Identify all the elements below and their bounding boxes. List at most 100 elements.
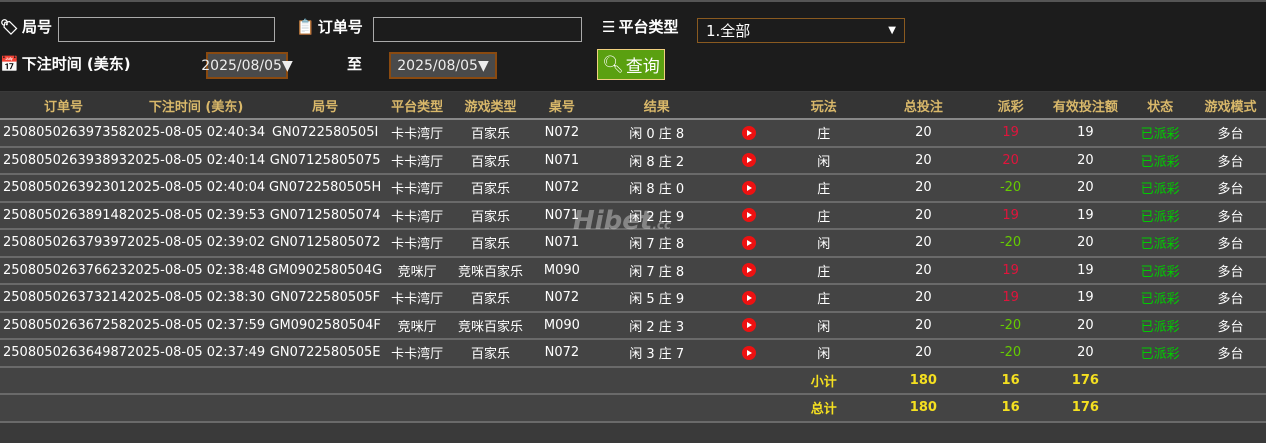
empty-cell bbox=[127, 366, 266, 395]
empty-cell bbox=[1125, 366, 1196, 395]
bet-time-cell: 2025-08-05 02:39:53 bbox=[127, 201, 266, 230]
table-id-cell: N071 bbox=[531, 201, 592, 230]
video-play-icon[interactable] bbox=[741, 235, 756, 250]
payout-cell: -20 bbox=[975, 311, 1046, 340]
video-play-icon[interactable] bbox=[741, 345, 756, 360]
order-id-cell: 250805026373214 bbox=[0, 284, 128, 313]
table-row: 250805026367258 2025-08-05 02:37:59 GM0902… bbox=[0, 311, 1266, 340]
total-bet-cell: 20 bbox=[871, 256, 976, 285]
game-type-cell: 百家乐 bbox=[449, 174, 532, 203]
total-bet-cell: 20 bbox=[871, 284, 976, 313]
empty-cell bbox=[0, 366, 128, 395]
bet-type-cell: 闲 bbox=[776, 229, 872, 258]
table-id-cell: N072 bbox=[531, 174, 592, 203]
column-header: 游戏模式 bbox=[1195, 92, 1266, 120]
subtotal-payout: 16 bbox=[975, 366, 1046, 395]
video-play-icon[interactable] bbox=[741, 290, 756, 305]
search-icon: 🔍︎ bbox=[602, 54, 624, 75]
total-payout: 16 bbox=[975, 394, 1046, 423]
payout-cell: 19 bbox=[975, 119, 1046, 148]
game-mode-cell: 多台 bbox=[1195, 311, 1266, 340]
empty-cell bbox=[1195, 394, 1266, 423]
round-id-cell: GN0722580505I bbox=[265, 119, 386, 148]
game-type-cell: 百家乐 bbox=[449, 339, 532, 368]
result-cell: 闲 2 庄 3 bbox=[591, 311, 722, 340]
total-bet-cell: 20 bbox=[871, 339, 976, 368]
game-mode-cell: 多台 bbox=[1195, 339, 1266, 368]
table-id-cell: N071 bbox=[531, 229, 592, 258]
column-header: 游戏类型 bbox=[449, 92, 532, 120]
game-mode-cell: 多台 bbox=[1195, 146, 1266, 175]
table-row: 250805026392301 2025-08-05 02:40:04 GN0722… bbox=[0, 174, 1266, 203]
bet-time-cell: 2025-08-05 02:40:04 bbox=[127, 174, 266, 203]
empty-cell bbox=[265, 394, 386, 423]
video-play-icon[interactable] bbox=[741, 263, 756, 278]
clipboard-icon: 📋 bbox=[296, 17, 315, 36]
platform-cell: 卡卡湾厅 bbox=[385, 174, 450, 203]
replay-cell bbox=[721, 174, 777, 203]
bet-time-cell: 2025-08-05 02:40:34 bbox=[127, 119, 266, 148]
column-header: 桌号 bbox=[531, 92, 592, 120]
tag-icon: 🏷 bbox=[0, 17, 20, 36]
order-input[interactable] bbox=[373, 17, 582, 42]
bet-type-cell: 闲 bbox=[776, 146, 872, 175]
video-play-icon[interactable] bbox=[741, 318, 756, 333]
column-header: 结果 bbox=[591, 92, 722, 120]
game-mode-cell: 多台 bbox=[1195, 201, 1266, 230]
table-id-cell: N072 bbox=[531, 284, 592, 313]
round-id-cell: GN07125805072 bbox=[265, 229, 386, 258]
result-cell: 闲 7 庄 8 bbox=[591, 229, 722, 258]
platform-select[interactable]: 1.全部 ▼ bbox=[697, 18, 905, 43]
table-row: 250805026373214 2025-08-05 02:38:30 GN0722… bbox=[0, 284, 1266, 313]
query-button[interactable]: 🔍︎ 查询 bbox=[597, 49, 665, 80]
valid-bet-cell: 19 bbox=[1045, 119, 1126, 148]
result-cell: 闲 2 庄 9 bbox=[591, 201, 722, 230]
total-label: 总计 bbox=[776, 394, 872, 423]
round-id-cell: GN0722580505F bbox=[265, 284, 386, 313]
round-id-cell: GN0722580505E bbox=[265, 339, 386, 368]
bet-type-cell: 庄 bbox=[776, 174, 872, 203]
total-bet-cell: 20 bbox=[871, 174, 976, 203]
valid-bet-cell: 20 bbox=[1045, 174, 1126, 203]
platform-cell: 卡卡湾厅 bbox=[385, 146, 450, 175]
valid-bet-cell: 20 bbox=[1045, 311, 1126, 340]
subtotal-row: 小计 180 16 176 bbox=[0, 366, 1266, 395]
order-id-cell: 250805026397358 bbox=[0, 119, 128, 148]
column-header: 玩法 bbox=[776, 92, 872, 120]
replay-cell bbox=[721, 119, 777, 148]
date-to-picker[interactable]: 2025/08/05 ▼ bbox=[389, 52, 497, 79]
result-cell: 闲 3 庄 7 bbox=[591, 339, 722, 368]
round-label: 🏷 局号 bbox=[0, 17, 53, 37]
table-id-cell: M090 bbox=[531, 256, 592, 285]
platform-cell: 卡卡湾厅 bbox=[385, 119, 450, 148]
game-type-cell: 百家乐 bbox=[449, 284, 532, 313]
column-header: 订单号 bbox=[0, 92, 128, 120]
game-mode-cell: 多台 bbox=[1195, 284, 1266, 313]
empty-cell bbox=[721, 394, 777, 423]
result-cell: 闲 0 庄 8 bbox=[591, 119, 722, 148]
video-play-icon[interactable] bbox=[741, 153, 756, 168]
replay-cell bbox=[721, 311, 777, 340]
bet-time-cell: 2025-08-05 02:39:02 bbox=[127, 229, 266, 258]
empty-cell bbox=[449, 366, 532, 395]
bet-time-cell: 2025-08-05 02:37:49 bbox=[127, 339, 266, 368]
empty-cell bbox=[1125, 394, 1196, 423]
empty-cell bbox=[591, 366, 722, 395]
valid-bet-cell: 20 bbox=[1045, 229, 1126, 258]
status-cell: 已派彩 bbox=[1125, 284, 1196, 313]
valid-bet-cell: 20 bbox=[1045, 146, 1126, 175]
order-id-cell: 250805026376623 bbox=[0, 256, 128, 285]
time-label: 📅 下注时间 (美东) bbox=[0, 54, 131, 74]
total-valid-bet: 176 bbox=[1045, 394, 1126, 423]
bet-type-cell: 庄 bbox=[776, 284, 872, 313]
video-play-icon[interactable] bbox=[741, 208, 756, 223]
empty-cell bbox=[385, 366, 450, 395]
video-play-icon[interactable] bbox=[741, 125, 756, 140]
status-cell: 已派彩 bbox=[1125, 201, 1196, 230]
game-type-cell: 百家乐 bbox=[449, 119, 532, 148]
date-from-picker[interactable]: 2025/08/05 ▼ bbox=[201, 52, 293, 79]
round-input[interactable] bbox=[58, 17, 275, 42]
payout-cell: 19 bbox=[975, 284, 1046, 313]
empty-cell bbox=[0, 394, 128, 423]
video-play-icon[interactable] bbox=[741, 180, 756, 195]
